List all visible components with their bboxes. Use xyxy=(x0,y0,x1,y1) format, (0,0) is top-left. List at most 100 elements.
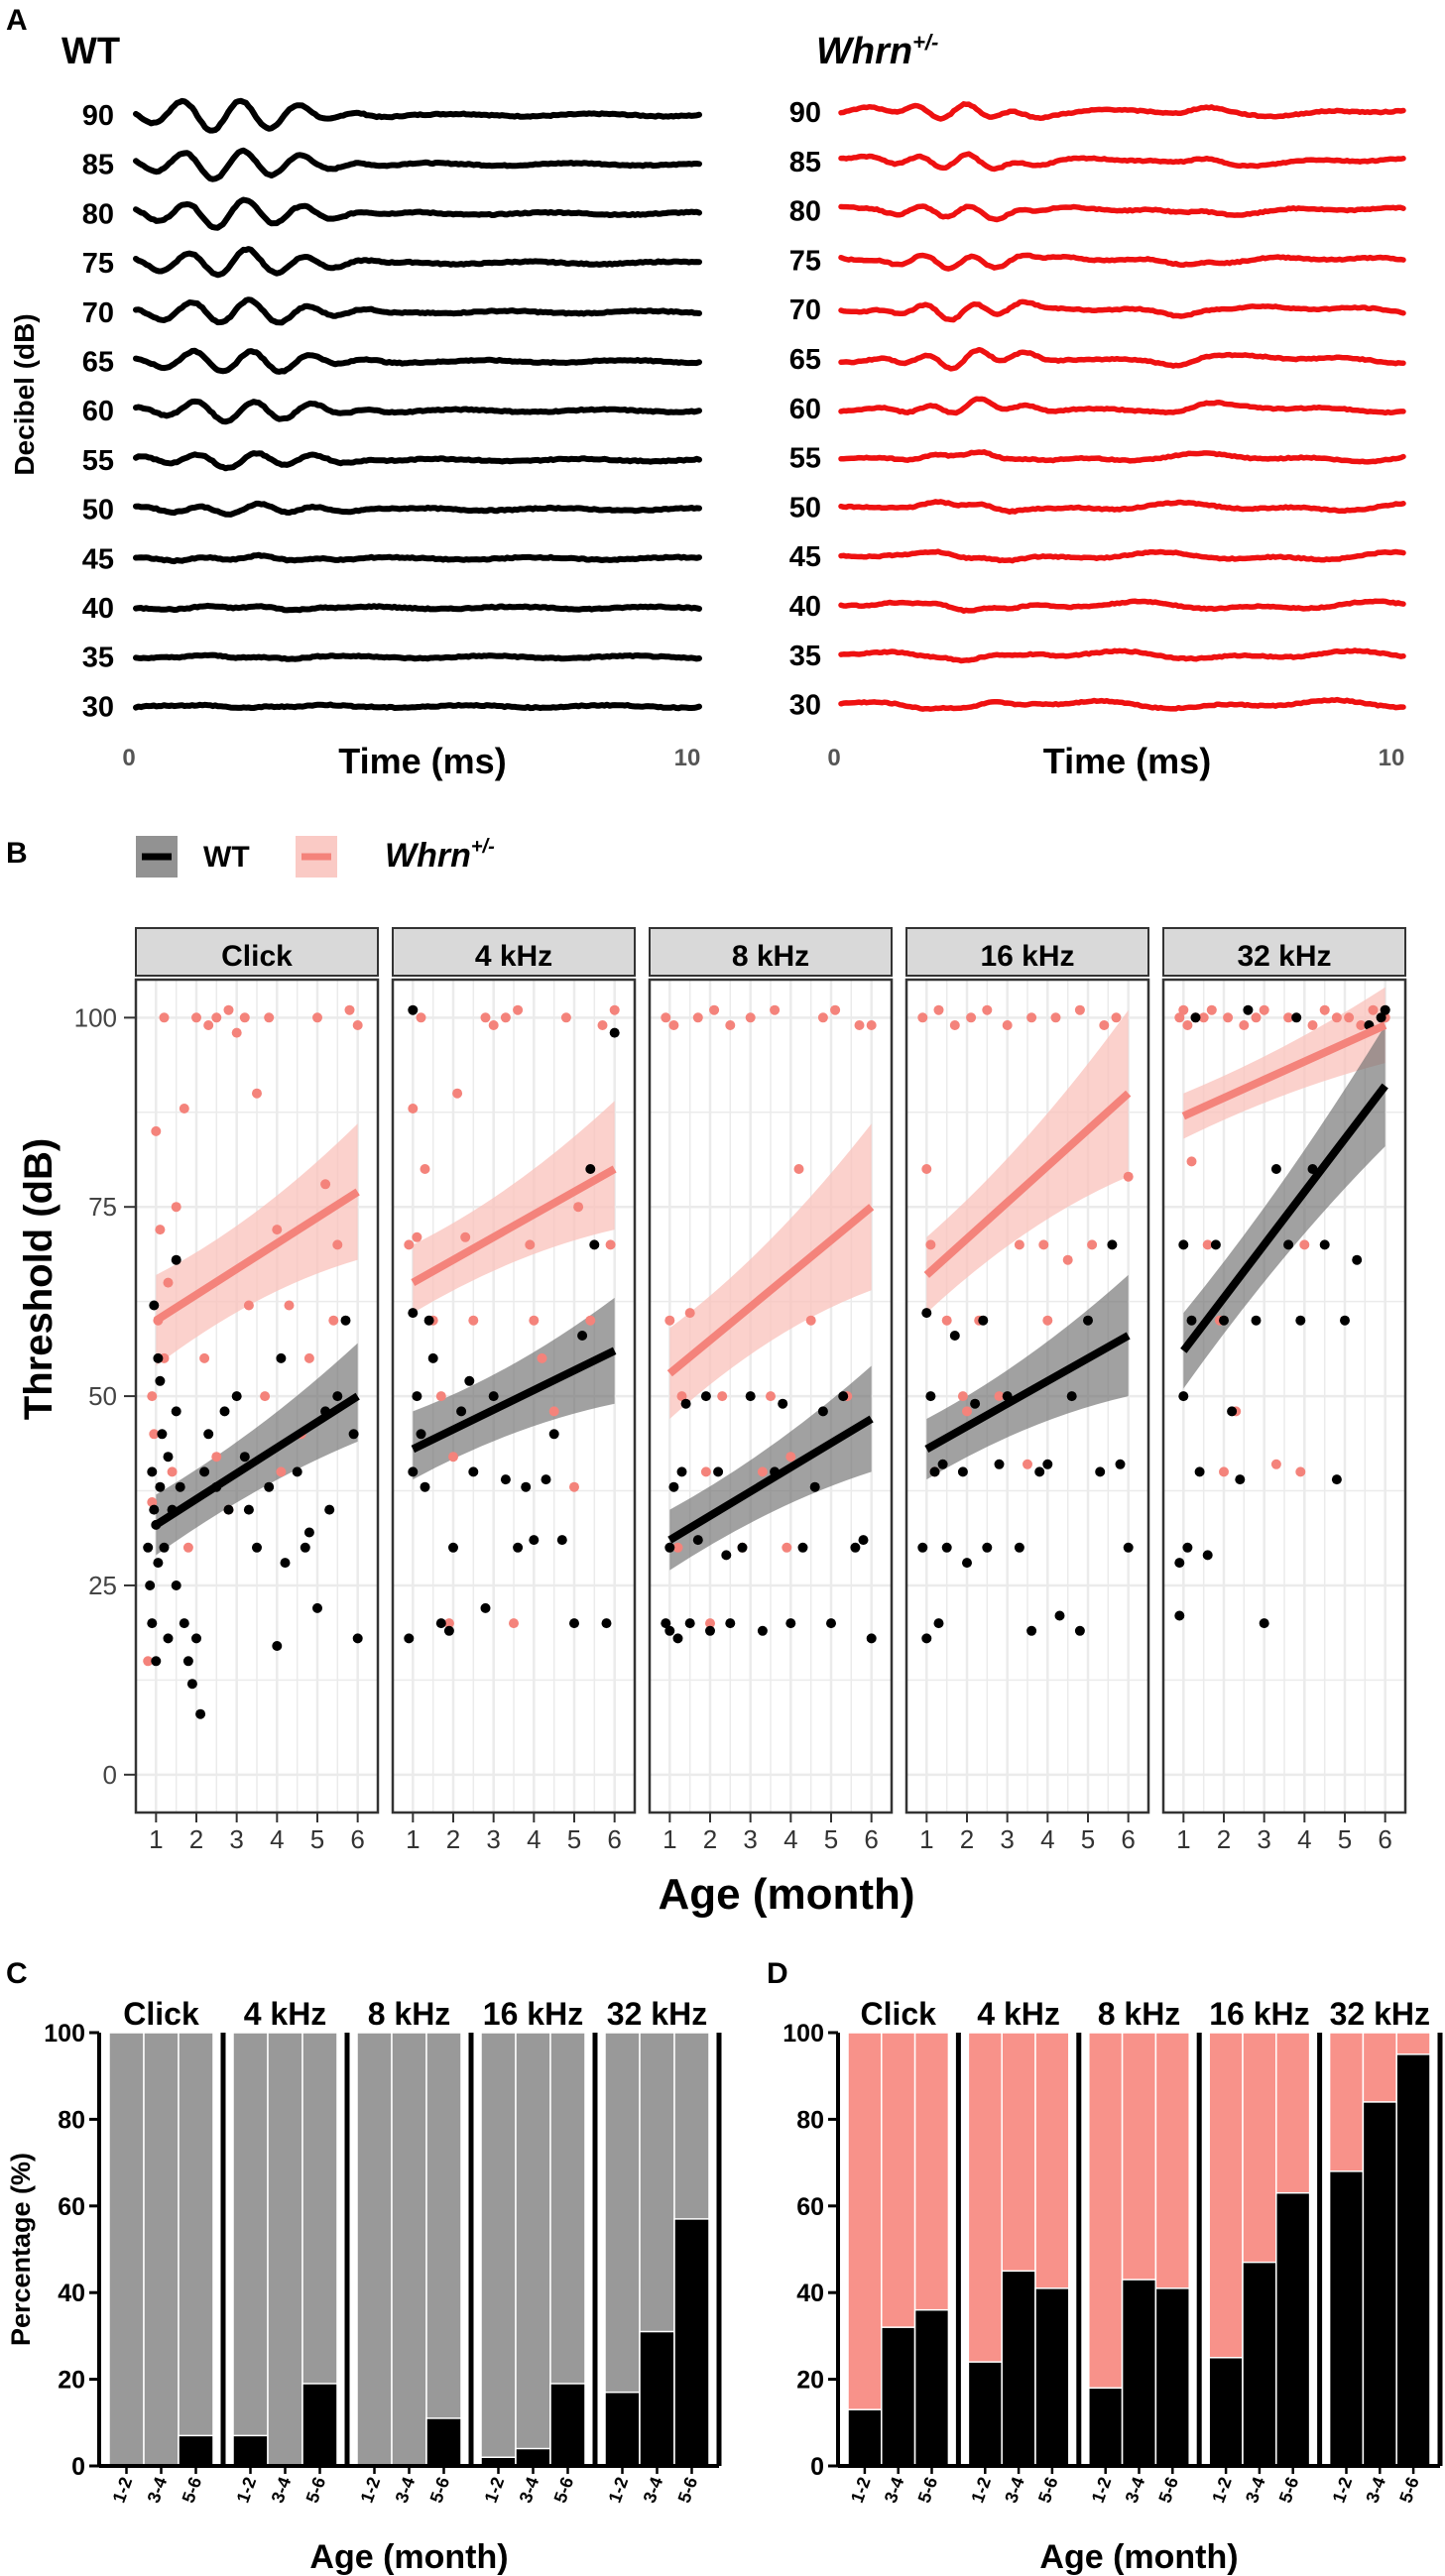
x-tick-label: 5-6 xyxy=(1034,2475,1062,2506)
data-point-wt xyxy=(324,1504,335,1515)
x-tick-label: 3-4 xyxy=(268,2475,296,2506)
data-point-wt xyxy=(195,1708,206,1719)
ci-band-wt xyxy=(669,1365,872,1571)
data-point-whrn xyxy=(167,1466,178,1477)
abr-level-label: 45 xyxy=(789,541,821,573)
abr-waveform-55db xyxy=(838,449,1406,465)
data-point-whrn xyxy=(1331,1012,1342,1023)
data-point-whrn xyxy=(709,1004,720,1015)
abr-x-axis-label: Time (ms) xyxy=(1043,741,1211,781)
abr-level-label: 55 xyxy=(82,445,114,477)
ci-band-wt xyxy=(1183,1024,1385,1389)
data-point-wt xyxy=(404,1633,415,1644)
group-label: 16 kHz xyxy=(483,1996,583,2032)
x-tick-label: 5-6 xyxy=(1275,2475,1303,2506)
fit-line-whrn xyxy=(923,1090,1132,1278)
data-point-wt xyxy=(585,1164,596,1174)
data-point-wt xyxy=(500,1474,511,1485)
x-tick-label: 5 xyxy=(1338,1824,1352,1854)
data-point-wt xyxy=(280,1558,291,1569)
data-point-wt xyxy=(264,1481,275,1492)
facet-strip-label: Click xyxy=(221,940,293,973)
data-point-wt xyxy=(757,1625,768,1636)
x-tick-label: 1 xyxy=(919,1824,933,1854)
data-point-whrn xyxy=(420,1164,430,1174)
abr-level-label: 50 xyxy=(82,495,114,527)
data-point-wt xyxy=(147,1618,158,1629)
abr-level-label: 30 xyxy=(789,690,821,722)
bar-segment xyxy=(425,2417,462,2467)
abr-title: WT xyxy=(61,31,120,72)
data-point-wt xyxy=(1259,1618,1269,1629)
x-tick-label: 4 xyxy=(1040,1824,1054,1854)
data-point-wt xyxy=(513,1542,524,1553)
x-tick-label: 3-4 xyxy=(881,2475,908,2506)
data-point-whrn xyxy=(921,1164,932,1174)
data-point-wt xyxy=(149,1504,160,1515)
data-point-wt xyxy=(850,1542,861,1553)
y-tick-label: 40 xyxy=(796,2280,824,2307)
bar-segment xyxy=(847,2408,883,2467)
data-point-wt xyxy=(672,1633,683,1644)
data-point-wt xyxy=(941,1542,952,1553)
data-point-wt xyxy=(929,1466,940,1477)
data-point-whrn xyxy=(609,1004,620,1015)
data-point-wt xyxy=(464,1375,475,1386)
x-tick-label: 5 xyxy=(1081,1824,1095,1854)
data-point-whrn xyxy=(548,1406,559,1417)
y-axis-label: Threshold (dB) xyxy=(17,1138,60,1420)
data-point-wt xyxy=(1054,1610,1065,1621)
data-point-wt xyxy=(1178,1391,1189,1402)
data-point-whrn xyxy=(1074,1004,1085,1015)
data-point-wt xyxy=(921,1633,932,1644)
data-point-whrn xyxy=(1062,1254,1073,1265)
legend: WT Whrn+/- xyxy=(136,836,495,878)
data-point-wt xyxy=(1295,1315,1306,1326)
data-point-wt xyxy=(412,1391,422,1402)
data-point-whrn xyxy=(949,1020,960,1030)
x-axis-label: Age (month) xyxy=(1039,2538,1238,2576)
data-point-wt xyxy=(684,1618,695,1629)
abr-level-label: 65 xyxy=(82,347,114,379)
x-tick-label: 1-2 xyxy=(967,2475,995,2506)
ci-band-whrn xyxy=(413,1101,615,1314)
panel-label-a: A xyxy=(6,4,28,37)
group-label: Click xyxy=(123,1996,199,2032)
bar-segment xyxy=(673,2218,710,2467)
abr-x-tick: 0 xyxy=(827,745,840,771)
x-tick-label: 3 xyxy=(229,1824,243,1854)
bar-remainder xyxy=(232,2032,269,2467)
data-point-wt xyxy=(1283,1239,1294,1250)
x-tick-label: 5 xyxy=(310,1824,324,1854)
abr-level-label: 40 xyxy=(789,591,821,623)
x-tick-label: 1 xyxy=(406,1824,420,1854)
data-point-whrn xyxy=(1023,1459,1032,1469)
data-point-wt xyxy=(858,1535,869,1546)
x-tick-label: 3-4 xyxy=(516,2475,543,2506)
bar-group-32-khz: 32 kHz 1-2 3-4 5-6 xyxy=(1317,1996,1431,2506)
facet-strip xyxy=(392,927,636,977)
data-point-wt xyxy=(223,1504,234,1515)
data-point-whrn xyxy=(199,1352,210,1363)
bar-remainder xyxy=(178,2032,214,2467)
abr-x-axis-label: Time (ms) xyxy=(338,741,506,781)
group-label: 32 kHz xyxy=(607,1996,707,2032)
data-point-whrn xyxy=(1014,1239,1024,1250)
group-label: 8 kHz xyxy=(368,1996,451,2032)
bar-segment xyxy=(881,2326,916,2467)
data-point-whrn xyxy=(239,1012,250,1023)
data-point-whrn xyxy=(982,1004,993,1015)
x-tick-label: 5 xyxy=(567,1824,581,1854)
abr-waveform-90db xyxy=(838,101,1406,122)
x-tick-label: 6 xyxy=(350,1824,364,1854)
data-point-wt xyxy=(521,1481,532,1492)
data-point-wt xyxy=(352,1633,363,1644)
data-point-whrn xyxy=(676,1391,687,1402)
data-point-whrn xyxy=(1099,1020,1110,1030)
facet-strip xyxy=(905,927,1149,977)
data-point-whrn xyxy=(962,1406,972,1417)
data-point-whrn xyxy=(1050,1012,1061,1023)
abr-waveform-45db xyxy=(133,551,702,565)
data-point-whrn xyxy=(223,1004,234,1015)
data-point-whrn xyxy=(500,1012,511,1023)
